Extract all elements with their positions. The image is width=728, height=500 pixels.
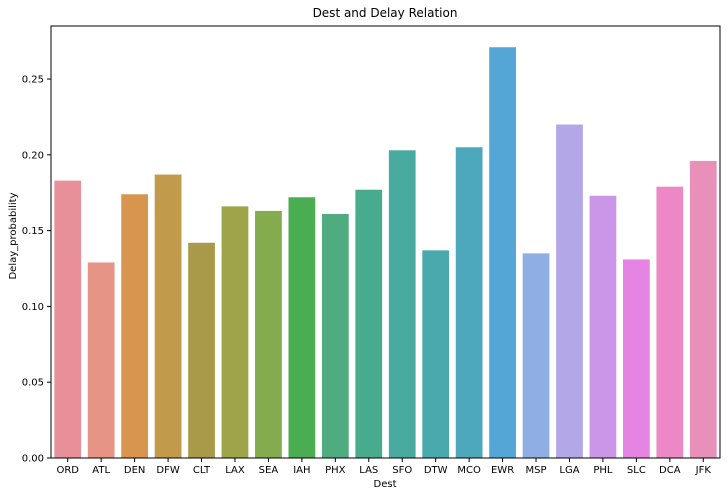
y-tick-label: 0.25 bbox=[22, 75, 44, 86]
bars-group bbox=[54, 47, 717, 459]
bar-las bbox=[355, 189, 383, 458]
bar-lax bbox=[221, 206, 249, 458]
bar-slc bbox=[623, 259, 650, 458]
y-tick-label: 0.00 bbox=[22, 454, 44, 465]
x-tick-label: DEN bbox=[124, 465, 146, 476]
x-tick-label: DCA bbox=[659, 465, 681, 476]
y-tick-label: 0.05 bbox=[22, 378, 44, 389]
y-axis-label: Delay_probability bbox=[8, 192, 19, 279]
y-axis: 0.00 0.05 0.10 0.15 0.20 0.25 bbox=[22, 75, 51, 465]
y-tick-label: 0.15 bbox=[22, 226, 44, 237]
bar-sfo bbox=[388, 150, 416, 459]
x-tick-label: PHX bbox=[325, 465, 346, 476]
bar-dca bbox=[656, 186, 684, 459]
x-tick-label: MSP bbox=[526, 465, 547, 476]
x-tick-label: MCO bbox=[457, 465, 481, 476]
x-tick-label: LAX bbox=[225, 465, 245, 476]
bar-jfk bbox=[689, 160, 717, 458]
bar-phl bbox=[589, 195, 617, 458]
y-tick-label: 0.10 bbox=[22, 302, 44, 313]
x-tick-label: JFK bbox=[695, 465, 712, 476]
bar-mco bbox=[455, 147, 483, 458]
bar-iah bbox=[288, 197, 316, 458]
bar-lga bbox=[556, 124, 583, 458]
y-tick-label: 0.20 bbox=[22, 150, 44, 161]
bar-msp bbox=[522, 253, 550, 458]
plot-frame bbox=[50, 25, 721, 459]
x-tick-label: SEA bbox=[259, 465, 279, 476]
x-tick-label: LGA bbox=[559, 465, 579, 476]
x-tick-label: ORD bbox=[56, 465, 79, 476]
x-tick-label: SLC bbox=[627, 465, 646, 476]
bar-den bbox=[121, 194, 149, 458]
bar-dfw bbox=[154, 174, 182, 459]
chart-title: Dest and Delay Relation bbox=[313, 6, 458, 20]
x-tick-label: IAH bbox=[293, 465, 310, 476]
bar-phx bbox=[321, 213, 349, 458]
x-tick-label: SFO bbox=[392, 465, 412, 476]
x-axis: ORD ATL DEN DFW CLT LAX SEA IAH PHX LAS SFO DTW MCO E… bbox=[56, 458, 711, 476]
bar-sea bbox=[255, 210, 282, 458]
x-tick-label: LAS bbox=[359, 465, 378, 476]
bar-atl bbox=[87, 262, 115, 458]
x-tick-label: DFW bbox=[156, 465, 179, 476]
x-tick-label: ATL bbox=[92, 465, 110, 476]
x-tick-label: DTW bbox=[424, 465, 448, 476]
bar-ord bbox=[54, 180, 82, 459]
bar-clt bbox=[188, 242, 215, 458]
x-tick-label: CLT bbox=[193, 465, 211, 476]
x-tick-label: EWR bbox=[491, 465, 514, 476]
bar-ewr bbox=[489, 47, 516, 458]
x-axis-label: Dest bbox=[374, 479, 397, 490]
x-tick-label: PHL bbox=[593, 465, 613, 476]
bar-dtw bbox=[422, 250, 450, 458]
